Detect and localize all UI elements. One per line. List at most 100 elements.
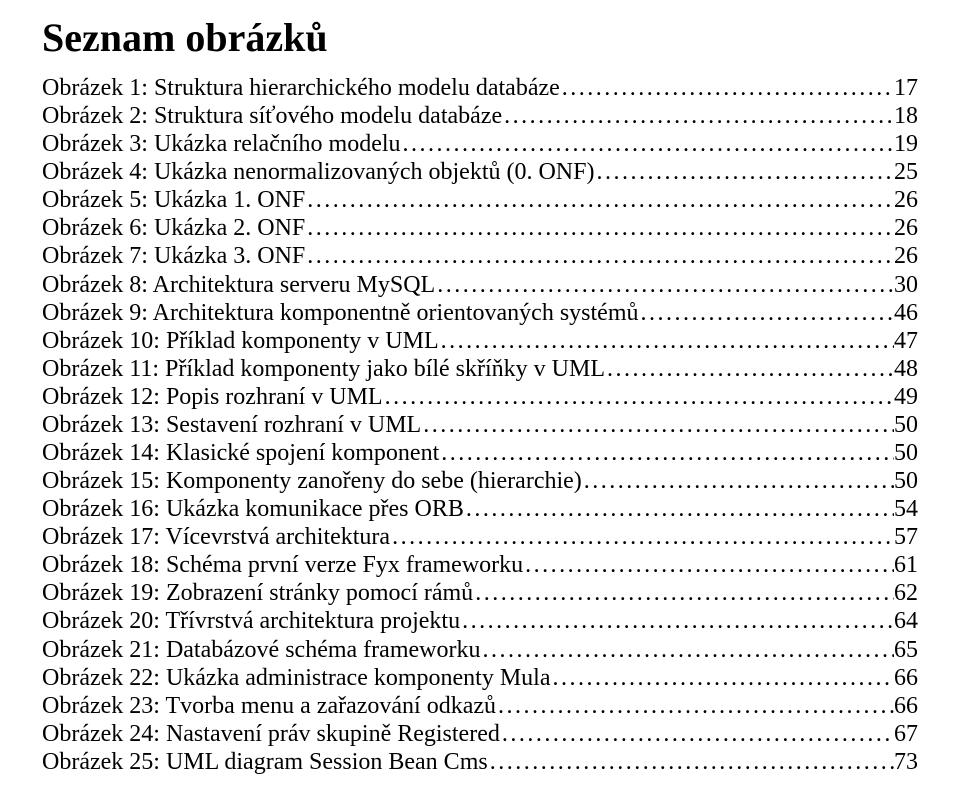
- lof-entry: Obrázek 24: Nastavení práv skupině Regis…: [42, 720, 918, 748]
- lof-entry-page: 67: [894, 720, 918, 748]
- lof-entry-page: 66: [894, 692, 918, 720]
- lof-entry-page: 50: [894, 411, 918, 439]
- lof-entry-page: 61: [894, 551, 918, 579]
- lof-entry-leader: ........................................…: [551, 664, 895, 692]
- lof-entry-leader: ........................................…: [523, 551, 894, 579]
- lof-entry-leader: ........................................…: [594, 158, 894, 186]
- lof-entry-leader: ........................................…: [582, 467, 894, 495]
- lof-entry: Obrázek 1: Struktura hierarchického mode…: [42, 74, 918, 102]
- lof-entry-page: 30: [894, 271, 918, 299]
- lof-entry: Obrázek 17: Vícevrstvá architektura.....…: [42, 523, 918, 551]
- lof-entry: Obrázek 8: Architektura serveru MySQL...…: [42, 271, 918, 299]
- lof-entry-label: Obrázek 12: Popis rozhraní v UML: [42, 383, 383, 411]
- lof-entry-label: Obrázek 1: Struktura hierarchického mode…: [42, 74, 560, 102]
- lof-entry-leader: ........................................…: [464, 495, 894, 523]
- lof-entry-leader: ........................................…: [439, 327, 894, 355]
- lof-entry-label: Obrázek 25: UML diagram Session Bean Cms: [42, 748, 488, 776]
- lof-entry-label: Obrázek 10: Příklad komponenty v UML: [42, 327, 439, 355]
- lof-entry-page: 62: [894, 579, 918, 607]
- lof-entry-label: Obrázek 15: Komponenty zanořeny do sebe …: [42, 467, 582, 495]
- lof-entry: Obrázek 18: Schéma první verze Fyx frame…: [42, 551, 918, 579]
- lof-entry-leader: ........................................…: [390, 523, 894, 551]
- lof-entry-page: 49: [894, 383, 918, 411]
- lof-entry-page: 64: [894, 607, 918, 635]
- lof-entry-page: 50: [894, 467, 918, 495]
- lof-entry-label: Obrázek 14: Klasické spojení komponent: [42, 439, 439, 467]
- page: Seznam obrázků Obrázek 1: Struktura hier…: [0, 0, 960, 805]
- lof-entry-label: Obrázek 22: Ukázka administrace komponen…: [42, 664, 551, 692]
- lof-entry-label: Obrázek 8: Architektura serveru MySQL: [42, 271, 435, 299]
- lof-entry: Obrázek 13: Sestavení rozhraní v UML....…: [42, 411, 918, 439]
- lof-entry-label: Obrázek 23: Tvorba menu a zařazování odk…: [42, 692, 496, 720]
- lof-entry-leader: ........................................…: [383, 383, 894, 411]
- lof-entry-leader: ........................................…: [460, 607, 894, 635]
- lof-entry-leader: ........................................…: [480, 636, 894, 664]
- lof-entry: Obrázek 3: Ukázka relačního modelu......…: [42, 130, 918, 158]
- lof-entry: Obrázek 22: Ukázka administrace komponen…: [42, 664, 918, 692]
- lof-entry-label: Obrázek 11: Příklad komponenty jako bílé…: [42, 355, 605, 383]
- lof-entry-label: Obrázek 4: Ukázka nenormalizovaných obje…: [42, 158, 594, 186]
- lof-entry-leader: ........................................…: [639, 299, 895, 327]
- lof-entry-label: Obrázek 3: Ukázka relačního modelu: [42, 130, 401, 158]
- lof-entry-page: 26: [894, 214, 918, 242]
- lof-entry: Obrázek 16: Ukázka komunikace přes ORB..…: [42, 495, 918, 523]
- lof-entry-leader: ........................................…: [401, 130, 894, 158]
- lof-entry-page: 26: [894, 186, 918, 214]
- lof-entry-label: Obrázek 16: Ukázka komunikace přes ORB: [42, 495, 464, 523]
- lof-entry-page: 50: [894, 439, 918, 467]
- lof-entry-page: 66: [894, 664, 918, 692]
- lof-entry: Obrázek 11: Příklad komponenty jako bílé…: [42, 355, 918, 383]
- page-title: Seznam obrázků: [42, 16, 918, 60]
- lof-entry-leader: ........................................…: [305, 214, 894, 242]
- lof-entry-label: Obrázek 6: Ukázka 2. ONF: [42, 214, 305, 242]
- lof-entry: Obrázek 15: Komponenty zanořeny do sebe …: [42, 467, 918, 495]
- lof-entry: Obrázek 12: Popis rozhraní v UML........…: [42, 383, 918, 411]
- lof-entry-leader: ........................................…: [502, 102, 894, 130]
- lof-entry-label: Obrázek 20: Třívrstvá architektura proje…: [42, 607, 460, 635]
- lof-entry: Obrázek 19: Zobrazení stránky pomocí rám…: [42, 579, 918, 607]
- lof-entry-page: 25: [894, 158, 918, 186]
- lof-entry: Obrázek 14: Klasické spojení komponent..…: [42, 439, 918, 467]
- lof-entry-label: Obrázek 24: Nastavení práv skupině Regis…: [42, 720, 500, 748]
- lof-entry-leader: ........................................…: [496, 692, 894, 720]
- lof-entry: Obrázek 20: Třívrstvá architektura proje…: [42, 607, 918, 635]
- lof-entry: Obrázek 25: UML diagram Session Bean Cms…: [42, 748, 918, 776]
- lof-entry-leader: ........................................…: [488, 748, 894, 776]
- lof-entry: Obrázek 21: Databázové schéma frameworku…: [42, 636, 918, 664]
- lof-entry-label: Obrázek 2: Struktura síťového modelu dat…: [42, 102, 502, 130]
- lof-entry-leader: ........................................…: [473, 579, 894, 607]
- lof-entry-label: Obrázek 13: Sestavení rozhraní v UML: [42, 411, 421, 439]
- lof-entry-label: Obrázek 18: Schéma první verze Fyx frame…: [42, 551, 523, 579]
- lof-entry: Obrázek 7: Ukázka 3. ONF................…: [42, 242, 918, 270]
- lof-entry-leader: ........................................…: [421, 411, 894, 439]
- lof-entry-page: 46: [894, 299, 918, 327]
- lof-entry-page: 65: [894, 636, 918, 664]
- lof-entry-leader: ........................................…: [560, 74, 894, 102]
- lof-entry-leader: ........................................…: [305, 242, 894, 270]
- list-of-figures: Obrázek 1: Struktura hierarchického mode…: [42, 74, 918, 776]
- lof-entry: Obrázek 5: Ukázka 1. ONF................…: [42, 186, 918, 214]
- lof-entry-label: Obrázek 17: Vícevrstvá architektura: [42, 523, 390, 551]
- lof-entry-label: Obrázek 9: Architektura komponentně orie…: [42, 299, 639, 327]
- lof-entry-label: Obrázek 7: Ukázka 3. ONF: [42, 242, 305, 270]
- lof-entry-leader: ........................................…: [605, 355, 894, 383]
- lof-entry-label: Obrázek 21: Databázové schéma frameworku: [42, 636, 480, 664]
- lof-entry-leader: ........................................…: [500, 720, 894, 748]
- lof-entry: Obrázek 2: Struktura síťového modelu dat…: [42, 102, 918, 130]
- lof-entry: Obrázek 4: Ukázka nenormalizovaných obje…: [42, 158, 918, 186]
- lof-entry-page: 19: [894, 130, 918, 158]
- lof-entry: Obrázek 9: Architektura komponentně orie…: [42, 299, 918, 327]
- lof-entry-page: 54: [894, 495, 918, 523]
- lof-entry-page: 47: [894, 327, 918, 355]
- lof-entry-page: 18: [894, 102, 918, 130]
- lof-entry-page: 26: [894, 242, 918, 270]
- lof-entry: Obrázek 6: Ukázka 2. ONF................…: [42, 214, 918, 242]
- lof-entry: Obrázek 10: Příklad komponenty v UML....…: [42, 327, 918, 355]
- lof-entry-page: 57: [894, 523, 918, 551]
- lof-entry-label: Obrázek 19: Zobrazení stránky pomocí rám…: [42, 579, 473, 607]
- lof-entry-page: 48: [894, 355, 918, 383]
- lof-entry-page: 17: [894, 74, 918, 102]
- lof-entry-leader: ........................................…: [305, 186, 894, 214]
- lof-entry-leader: ........................................…: [439, 439, 894, 467]
- lof-entry-label: Obrázek 5: Ukázka 1. ONF: [42, 186, 305, 214]
